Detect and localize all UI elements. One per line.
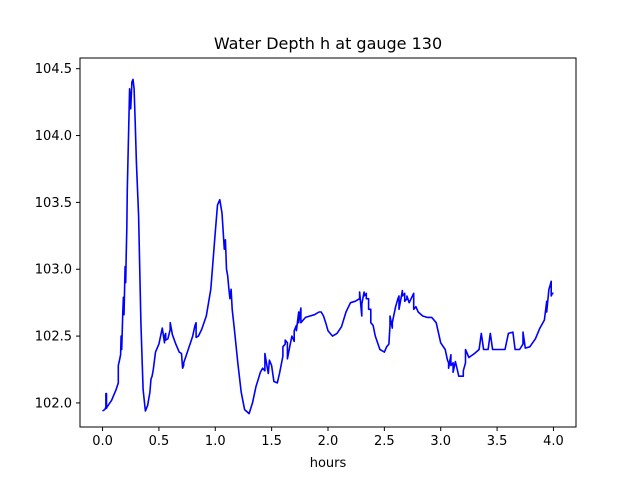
- y-tick-label: 104.0: [35, 129, 72, 144]
- x-tick-label: 3.5: [487, 434, 508, 449]
- y-tick-label: 102.5: [35, 330, 72, 345]
- chart-title: Water Depth h at gauge 130: [214, 34, 442, 53]
- x-tick-label: 3.0: [430, 434, 451, 449]
- y-tick-label: 103.5: [35, 196, 72, 211]
- series-layer: [102, 78, 554, 415]
- x-tick-label: 4.0: [543, 434, 564, 449]
- x-axis: 0.0 0.5 1.0 1.5 2.0 2.5 3.0 3.5 4.0: [92, 427, 564, 449]
- x-tick-label: 1.5: [261, 434, 282, 449]
- x-tick-label: 0.0: [92, 434, 113, 449]
- x-tick-label: 2.0: [318, 434, 339, 449]
- y-tick-label: 102.0: [35, 396, 72, 411]
- x-tick-label: 2.5: [374, 434, 395, 449]
- x-tick-label: 0.5: [149, 434, 170, 449]
- x-tick-label: 1.0: [205, 434, 226, 449]
- series-line: [102, 78, 554, 415]
- x-axis-label: hours: [310, 456, 347, 471]
- y-tick-label: 103.0: [35, 263, 72, 278]
- y-axis: 102.0 102.5 103.0 103.5 104.0 104.5: [35, 62, 80, 411]
- y-tick-label: 104.5: [35, 62, 72, 77]
